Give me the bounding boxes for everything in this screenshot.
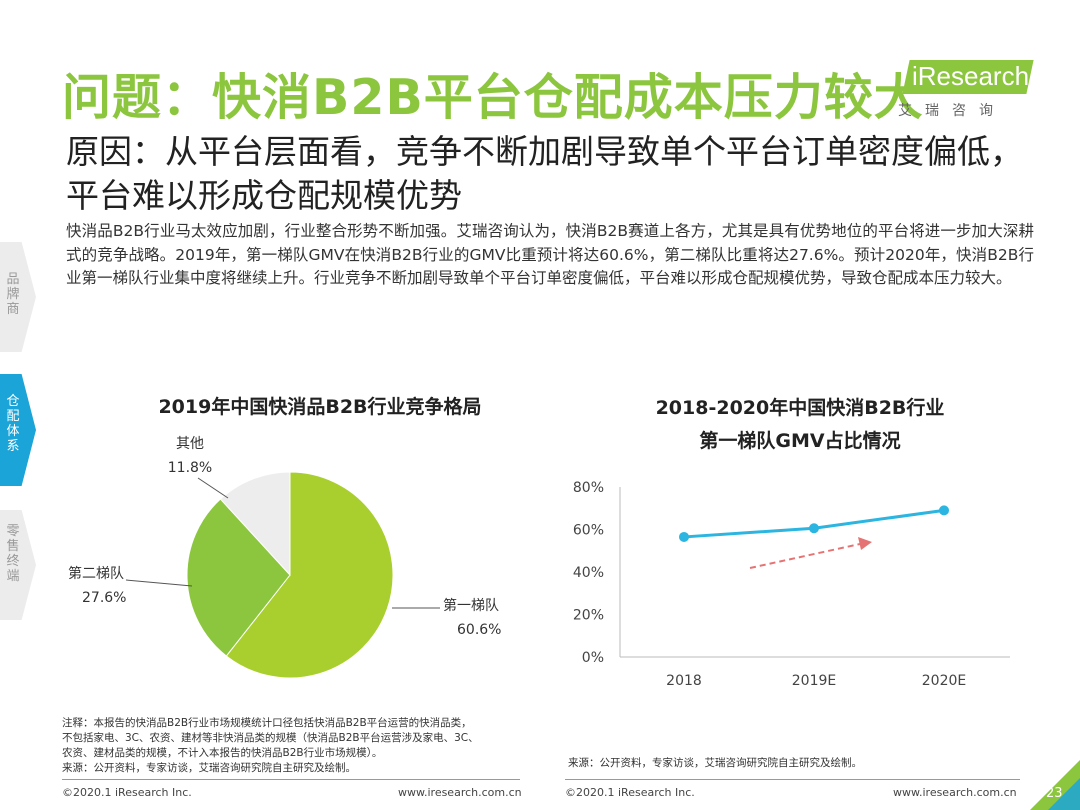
notes-right: 来源：公开资料，专家访谈，艾瑞咨询研究院自主研究及绘制。 bbox=[568, 757, 862, 769]
sidebar-item-label: 品牌商 bbox=[6, 272, 20, 317]
sidebar-tab-warehouse[interactable]: 仓配体系 bbox=[0, 374, 36, 486]
sidebar-tab-brand[interactable]: 品牌商 bbox=[0, 242, 36, 352]
footer-divider-left bbox=[62, 779, 520, 780]
line-chart-title-line-2: 第一梯队GMV占比情况 bbox=[699, 430, 901, 452]
pie-slice bbox=[225, 471, 394, 679]
line-chart: 0% 20% 40% 60% 80% 2018 2019E 2020E bbox=[573, 480, 1010, 689]
sidebar-tab-retail[interactable]: 零售终端 bbox=[0, 510, 36, 620]
note-line: 农资、建材品类的规模，不计入本报告的快消品B2B行业市场规模）。 bbox=[62, 747, 383, 759]
footer-url-left[interactable]: www.iresearch.com.cn bbox=[398, 786, 522, 799]
data-point bbox=[939, 505, 949, 516]
page-title: 问题：快消B2B平台仓配成本压力较大 bbox=[62, 69, 924, 126]
footer-copyright-right: ©2020.1 iResearch Inc. bbox=[565, 786, 695, 799]
footer-copyright-left: ©2020.1 iResearch Inc. bbox=[62, 786, 192, 799]
pie-chart-title: 2019年中国快消品B2B行业竞争格局 bbox=[158, 396, 482, 418]
pie-leader-line bbox=[197, 477, 229, 499]
logo-text: iResearch bbox=[912, 61, 1030, 91]
corner-accent bbox=[1048, 778, 1080, 810]
line-chart-title: 2018-2020年中国快消B2B行业 第一梯队GMV占比情况 bbox=[560, 392, 1040, 458]
y-tick-label: 40% bbox=[573, 565, 604, 581]
line-chart-title-line-1: 2018-2020年中国快消B2B行业 bbox=[655, 397, 945, 419]
footer-divider-right bbox=[565, 779, 1020, 780]
pie-chart: 第一梯队 60.6% 第二梯队 27.6% 其他 11.8% bbox=[68, 436, 501, 679]
trend-arrow-head bbox=[858, 537, 872, 550]
pie-slice-value: 11.8% bbox=[168, 460, 212, 476]
note-line: 不包括家电、3C、农资、建材等非快消品类的规模（快消品B2B平台运营涉及家电、3… bbox=[62, 732, 479, 744]
y-tick-label: 0% bbox=[582, 650, 604, 666]
x-tick-label: 2020E bbox=[922, 673, 966, 689]
sidebar-item-label: 零售终端 bbox=[6, 524, 20, 584]
pie-slice bbox=[186, 498, 291, 657]
pie-slice-label: 第一梯队 bbox=[443, 597, 499, 614]
page-subtitle: 原因：从平台层面看，竞争不断加剧导致单个平台订单密度偏低，平台难以形成仓配规模优… bbox=[66, 132, 1023, 215]
y-tick-label: 80% bbox=[573, 480, 604, 496]
pie-leader-line bbox=[125, 579, 193, 587]
pie-slice-value: 60.6% bbox=[457, 622, 501, 638]
page-number: 23 bbox=[1046, 786, 1063, 801]
logo-subtext: 艾瑞咨询 bbox=[898, 103, 1006, 119]
x-tick-label: 2018 bbox=[666, 673, 702, 689]
y-tick-label: 60% bbox=[573, 523, 604, 539]
x-tick-label: 2019E bbox=[792, 673, 836, 689]
iresearch-logo: iResearch 艾瑞咨询 bbox=[892, 58, 1034, 124]
data-point bbox=[679, 531, 689, 542]
data-point bbox=[809, 523, 819, 534]
note-line: 注释：本报告的快消品B2B行业市场规模统计口径包括快消品B2B平台运营的快消品类… bbox=[62, 717, 472, 729]
intro-paragraph: 快消品B2B行业马太效应加剧，行业整合形势不断加强。艾瑞咨询认为，快消B2B赛道… bbox=[66, 222, 1034, 287]
trend-arrow-line bbox=[749, 543, 861, 569]
pie-slice bbox=[219, 471, 291, 577]
note-line: 来源：公开资料，专家访谈，艾瑞咨询研究院自主研究及绘制。 bbox=[62, 762, 356, 774]
pie-slice-value: 27.6% bbox=[82, 590, 126, 606]
footer-url-right[interactable]: www.iresearch.com.cn bbox=[893, 786, 1017, 799]
pie-slice-label: 其他 bbox=[176, 436, 204, 452]
y-tick-label: 20% bbox=[573, 608, 604, 624]
notes-left: 注释：本报告的快消品B2B行业市场规模统计口径包括快消品B2B平台运营的快消品类… bbox=[62, 716, 542, 776]
pie-slice-label: 第二梯队 bbox=[68, 565, 124, 582]
page-corner-badge bbox=[1030, 760, 1080, 810]
sidebar-item-label: 仓配体系 bbox=[6, 394, 20, 454]
